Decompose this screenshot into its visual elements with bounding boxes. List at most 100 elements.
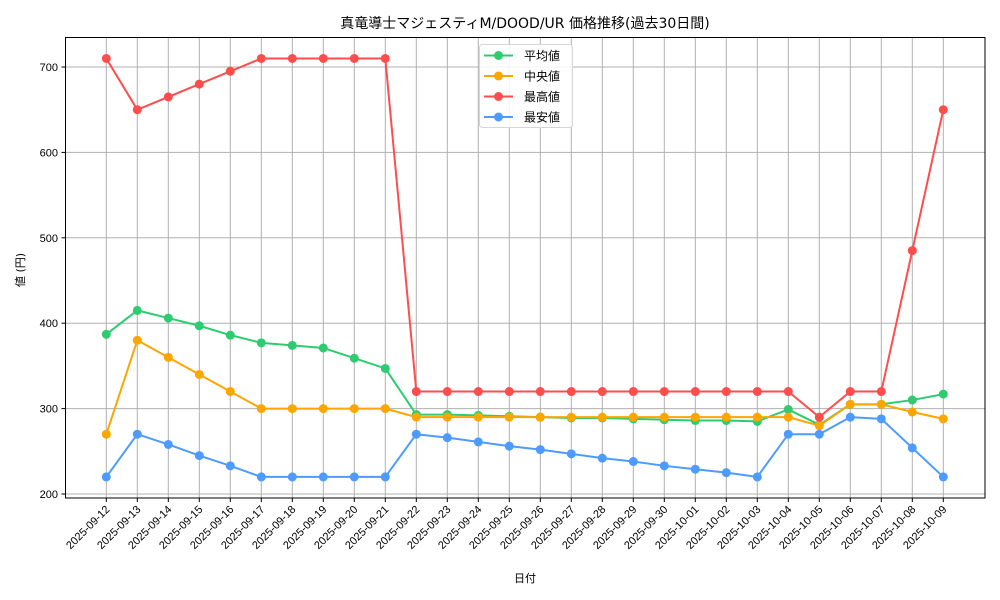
data-point [380, 472, 390, 482]
data-point [597, 387, 607, 397]
legend-marker-icon [494, 71, 503, 81]
series-line [105, 309, 944, 426]
data-point [721, 387, 731, 397]
series-line [105, 416, 944, 478]
data-point [318, 472, 328, 482]
data-point [194, 79, 204, 89]
data-point [442, 433, 452, 443]
data-point [752, 412, 762, 422]
data-point [597, 412, 607, 422]
data-point [287, 340, 297, 350]
legend-item: 最安値 [484, 110, 560, 125]
y-axis-label: 値 (円) [14, 253, 27, 287]
data-point [380, 53, 390, 63]
series-3 [101, 412, 948, 482]
data-point [814, 421, 824, 431]
x-axis-ticks: 2025-09-122025-09-132025-09-142025-09-15… [64, 498, 949, 552]
legend-marker-icon [494, 92, 503, 101]
y-tick-label: 600 [40, 147, 58, 159]
data-point [349, 353, 359, 363]
data-point [411, 387, 421, 397]
data-point [845, 387, 855, 397]
data-point [225, 330, 235, 340]
data-point [287, 53, 297, 63]
legend-box [479, 44, 573, 128]
data-point [411, 429, 421, 439]
data-point [535, 412, 545, 422]
series-0 [101, 305, 948, 430]
data-point [659, 387, 669, 397]
data-point [535, 387, 545, 397]
data-point [845, 412, 855, 422]
data-point [938, 105, 948, 115]
data-point [318, 404, 328, 414]
data-point [473, 412, 483, 422]
data-point [442, 412, 452, 422]
data-point [163, 352, 173, 362]
data-point [163, 92, 173, 102]
data-point [907, 246, 917, 256]
data-point [721, 412, 731, 422]
data-point [318, 53, 328, 63]
data-point [938, 389, 948, 399]
data-point [380, 404, 390, 414]
data-point [132, 105, 142, 115]
data-point [659, 412, 669, 422]
legend-label: 平均値 [524, 48, 560, 63]
data-point [349, 404, 359, 414]
data-point [318, 343, 328, 353]
data-point [628, 412, 638, 422]
data-point [256, 338, 266, 348]
data-point [225, 66, 235, 76]
data-point [566, 449, 576, 459]
data-point [504, 387, 514, 397]
data-point [907, 443, 917, 453]
legend-label: 最安値 [524, 110, 560, 125]
legend-marker-icon [494, 51, 503, 60]
data-point [225, 387, 235, 397]
data-point [628, 457, 638, 467]
plot-area-frame [65, 37, 986, 499]
legend-item: 中央値 [484, 69, 560, 84]
data-series [101, 53, 948, 482]
data-point [876, 414, 886, 424]
data-point [938, 472, 948, 482]
legend-item: 平均値 [484, 48, 560, 63]
series-line [105, 57, 945, 419]
data-point [101, 329, 111, 339]
legend-label: 最高値 [524, 89, 560, 104]
data-point [845, 399, 855, 409]
data-point [938, 414, 948, 424]
data-point [473, 437, 483, 447]
data-point [287, 472, 297, 482]
data-point [783, 387, 793, 397]
series-line [105, 339, 944, 435]
data-point [132, 305, 142, 315]
data-point [256, 472, 266, 482]
data-point [690, 464, 700, 474]
series-2 [101, 53, 948, 422]
y-tick-label: 400 [40, 318, 58, 330]
data-point [876, 387, 886, 397]
data-point [349, 53, 359, 63]
data-point [659, 461, 669, 471]
data-point [442, 387, 452, 397]
y-tick-label: 300 [40, 404, 58, 416]
data-point [783, 429, 793, 439]
data-point [194, 451, 204, 461]
data-point [349, 472, 359, 482]
data-point [225, 461, 235, 471]
data-point [566, 412, 576, 422]
data-point [504, 441, 514, 451]
data-point [597, 453, 607, 463]
data-point [287, 404, 297, 414]
data-point [535, 445, 545, 455]
data-point [876, 399, 886, 409]
data-point [194, 321, 204, 331]
data-point [566, 387, 576, 397]
data-point [101, 429, 111, 439]
data-point [163, 439, 173, 449]
data-point [690, 387, 700, 397]
